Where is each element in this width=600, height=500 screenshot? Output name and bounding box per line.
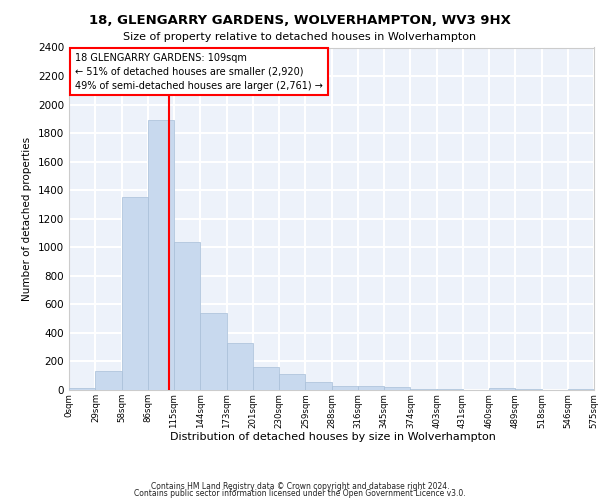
Bar <box>227 343 253 390</box>
Y-axis label: Number of detached properties: Number of detached properties <box>22 136 32 301</box>
Bar <box>122 198 148 390</box>
Bar <box>253 367 279 390</box>
Bar <box>410 388 437 390</box>
Bar <box>332 386 358 390</box>
Bar <box>358 386 384 390</box>
Bar <box>305 382 332 390</box>
Bar <box>148 120 174 390</box>
Text: 18, GLENGARRY GARDENS, WOLVERHAMPTON, WV3 9HX: 18, GLENGARRY GARDENS, WOLVERHAMPTON, WV… <box>89 14 511 28</box>
Text: 18 GLENGARRY GARDENS: 109sqm
← 51% of detached houses are smaller (2,920)
49% of: 18 GLENGARRY GARDENS: 109sqm ← 51% of de… <box>76 52 323 90</box>
Text: Contains HM Land Registry data © Crown copyright and database right 2024.: Contains HM Land Registry data © Crown c… <box>151 482 449 491</box>
Bar <box>95 372 122 390</box>
Text: Size of property relative to detached houses in Wolverhampton: Size of property relative to detached ho… <box>124 32 476 42</box>
Text: Distribution of detached houses by size in Wolverhampton: Distribution of detached houses by size … <box>170 432 496 442</box>
Bar <box>200 313 227 390</box>
Bar <box>174 242 200 390</box>
Text: Contains public sector information licensed under the Open Government Licence v3: Contains public sector information licen… <box>134 488 466 498</box>
Bar <box>384 387 410 390</box>
Bar <box>69 388 95 390</box>
Bar <box>279 374 305 390</box>
Bar <box>489 388 515 390</box>
Bar <box>568 388 594 390</box>
